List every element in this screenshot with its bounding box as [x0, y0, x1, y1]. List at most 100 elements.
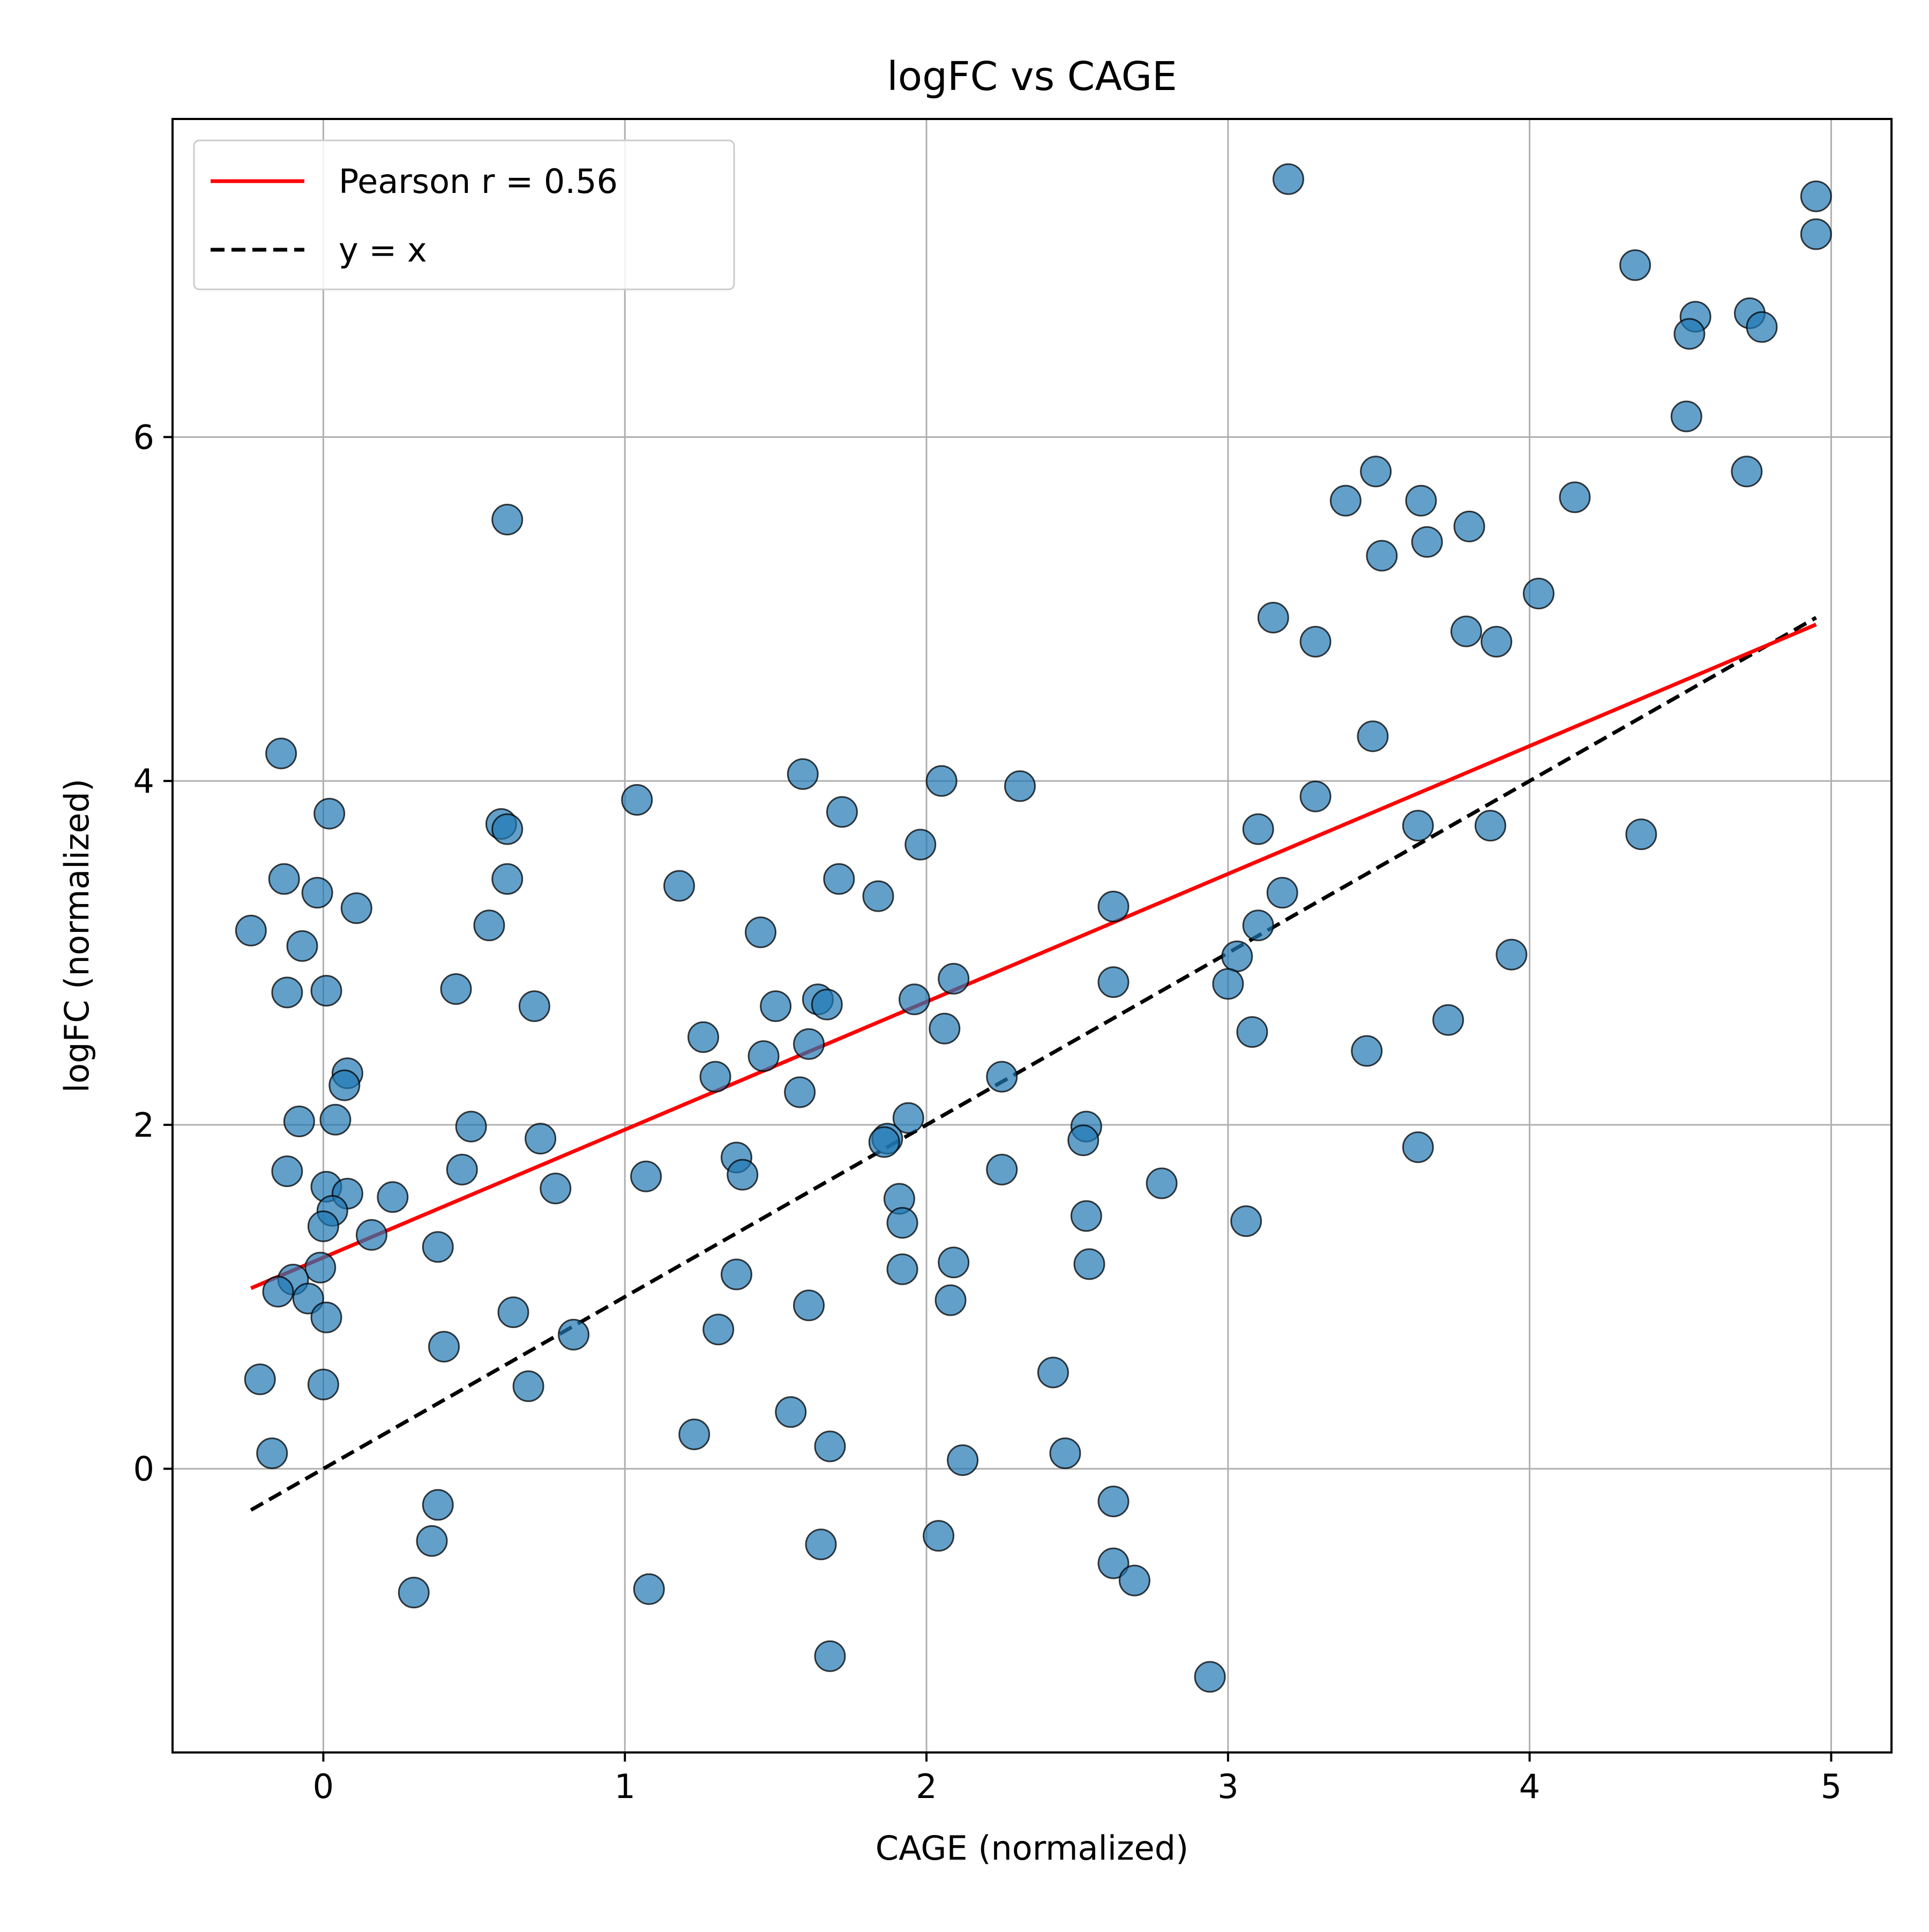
- data-point: [1004, 770, 1036, 802]
- data-point: [512, 1370, 544, 1403]
- data-point: [1067, 1124, 1100, 1157]
- data-point: [687, 1021, 720, 1053]
- data-point: [491, 863, 524, 895]
- data-point: [923, 1520, 955, 1552]
- data-point: [1496, 938, 1528, 971]
- data-point: [1230, 1205, 1262, 1237]
- x-tick-label: 3: [1217, 1767, 1238, 1806]
- data-point: [823, 863, 855, 895]
- data-point: [938, 1247, 970, 1279]
- data-point: [265, 737, 297, 770]
- data-point: [720, 1258, 752, 1291]
- data-point: [1523, 578, 1555, 610]
- x-tick-label: 4: [1519, 1767, 1540, 1806]
- data-point: [814, 1430, 846, 1463]
- data-point: [814, 1640, 846, 1672]
- data-point: [663, 870, 696, 902]
- y-tick-label: 6: [133, 418, 154, 457]
- data-point: [310, 975, 342, 1007]
- axis-ticks: 0 1 2 3 4 5 0 2 4 6: [133, 418, 1842, 1806]
- data-point: [440, 973, 472, 1005]
- data-point: [301, 877, 333, 909]
- data-point: [1357, 720, 1389, 752]
- data-point: [497, 1296, 529, 1329]
- data-point: [744, 916, 776, 949]
- data-point: [558, 1318, 590, 1351]
- data-point: [1746, 311, 1778, 343]
- data-point: [1242, 909, 1274, 942]
- x-tick-label: 0: [313, 1767, 334, 1806]
- data-point: [1559, 481, 1591, 513]
- data-point: [422, 1489, 454, 1521]
- data-point: [1450, 615, 1482, 647]
- data-point: [1257, 601, 1289, 633]
- data-point: [307, 1368, 339, 1400]
- data-point: [904, 829, 937, 861]
- data-point: [271, 1155, 303, 1188]
- data-point: [986, 1153, 1018, 1185]
- data-point: [775, 1396, 807, 1428]
- data-point: [1619, 249, 1651, 281]
- data-point: [1402, 1131, 1434, 1163]
- data-point: [678, 1418, 711, 1450]
- data-point: [455, 1110, 487, 1143]
- data-point: [1097, 890, 1130, 922]
- data-points: [235, 163, 1832, 1693]
- data-point: [1194, 1661, 1226, 1693]
- data-point: [793, 1028, 825, 1060]
- data-point: [868, 1126, 900, 1158]
- legend-label-fit: Pearson r = 0.56: [339, 162, 618, 201]
- data-point: [1146, 1167, 1178, 1199]
- data-point: [540, 1173, 572, 1205]
- data-point: [377, 1181, 409, 1213]
- data-point: [747, 1040, 780, 1072]
- data-point: [268, 863, 300, 895]
- data-point: [473, 909, 505, 942]
- data-point: [1097, 1486, 1130, 1518]
- data-point: [1221, 941, 1253, 973]
- data-point: [1097, 1547, 1130, 1579]
- data-point: [805, 1528, 837, 1561]
- data-point: [886, 1207, 918, 1239]
- data-point: [340, 892, 372, 924]
- data-point: [1366, 540, 1398, 572]
- data-point: [1453, 510, 1485, 542]
- data-point: [355, 1219, 387, 1251]
- data-point: [244, 1363, 276, 1396]
- data-point: [313, 797, 346, 830]
- data-point: [947, 1444, 979, 1476]
- data-point: [1299, 625, 1332, 658]
- data-point: [1800, 218, 1832, 250]
- data-point: [446, 1153, 478, 1185]
- data-point: [899, 983, 931, 1016]
- legend: Pearson r = 0.56 y = x: [193, 139, 735, 290]
- x-tick-label: 2: [916, 1767, 937, 1806]
- identity-line: [250, 616, 1818, 1512]
- data-point: [283, 1106, 315, 1138]
- chart-title: logFC vs CAGE: [887, 54, 1177, 100]
- data-point: [518, 990, 550, 1023]
- x-axis-label: CAGE (normalized): [876, 1829, 1188, 1868]
- y-axis-label: logFC (normalized): [57, 779, 96, 1093]
- data-point: [428, 1331, 460, 1363]
- data-point: [256, 1437, 288, 1469]
- data-point: [1731, 456, 1763, 488]
- data-point: [811, 988, 843, 1020]
- reference-lines: [250, 616, 1818, 1512]
- data-point: [1329, 484, 1362, 517]
- data-point: [1673, 318, 1706, 350]
- data-point: [422, 1231, 454, 1263]
- data-point: [1242, 813, 1274, 845]
- data-point: [787, 758, 819, 790]
- y-tick-label: 4: [133, 762, 154, 801]
- data-point: [699, 1061, 731, 1093]
- data-point: [925, 765, 958, 797]
- data-point: [491, 504, 524, 536]
- data-point: [398, 1577, 430, 1609]
- data-point: [1474, 810, 1506, 842]
- data-point: [286, 930, 318, 962]
- data-point: [1049, 1437, 1081, 1469]
- data-point: [416, 1525, 448, 1557]
- data-point: [525, 1123, 557, 1155]
